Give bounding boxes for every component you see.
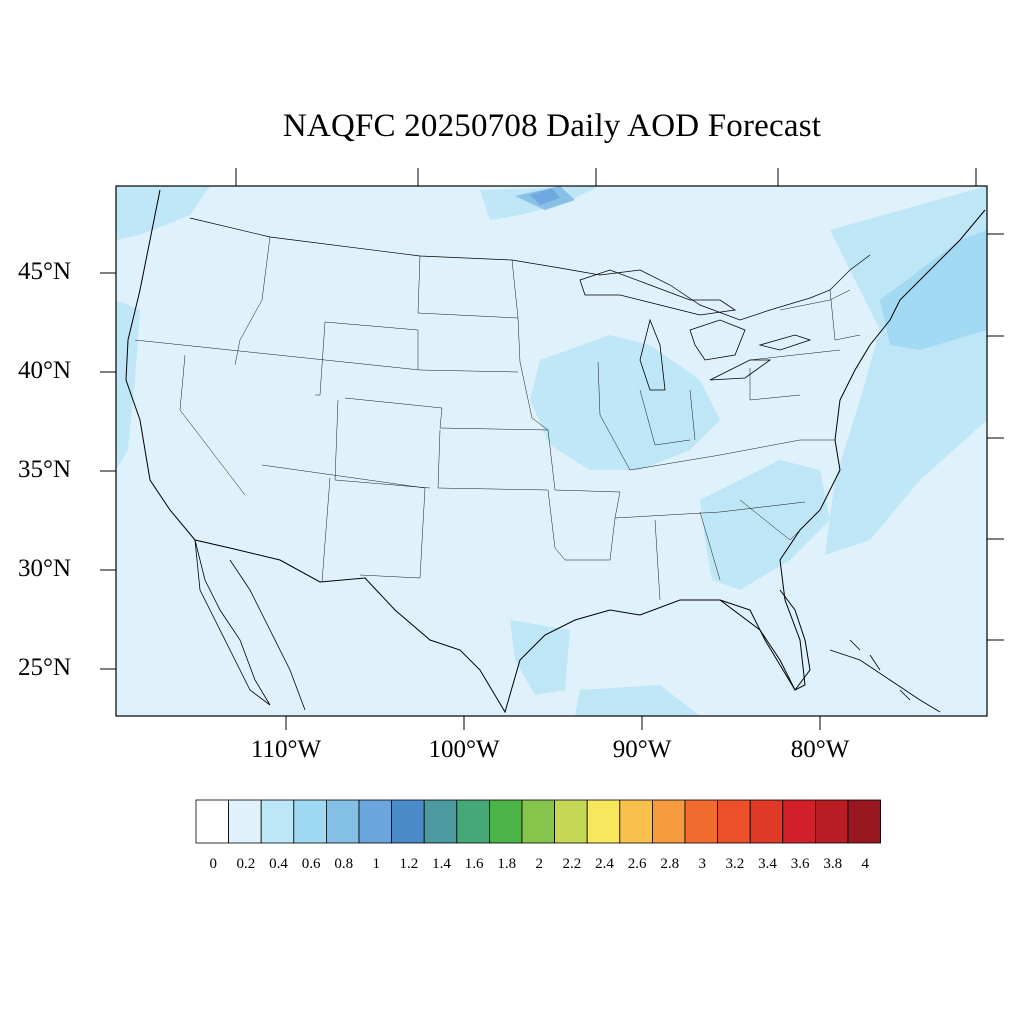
colorbar-tick-label: 0.8 — [334, 856, 354, 872]
colorbar-tick-label: 4 — [861, 856, 870, 872]
colorbar-tick-label: 0.6 — [301, 856, 321, 872]
lat-label-45: 45°N — [18, 258, 72, 285]
lat-label-30: 30°N — [18, 555, 72, 582]
colorbar-tick-label: 0.2 — [236, 856, 256, 872]
colorbar — [195, 799, 881, 844]
colorbar-swatch — [619, 799, 653, 844]
map-title: NAQFC 20250708 Daily AOD Forecast — [282, 108, 822, 144]
baja-california — [194, 539, 271, 706]
colorbar-swatch — [456, 799, 490, 844]
great-lakes — [579, 269, 812, 391]
lat-label-35: 35°N — [18, 456, 72, 483]
colorbar-tick-label: 2.8 — [660, 856, 680, 872]
colorbar-swatch — [325, 799, 360, 844]
colorbar-swatch — [749, 799, 784, 844]
colorbar-tick-label: 2.2 — [562, 856, 582, 872]
colorbar-tick-label: 2.4 — [595, 856, 614, 872]
aod-patch-northwest — [116, 186, 210, 240]
colorbar-tick-label: 3.6 — [790, 856, 810, 872]
lon-label-80: 80°W — [790, 736, 850, 763]
colorbar-swatch — [815, 799, 849, 844]
aod-contours — [116, 186, 987, 716]
colorbar-swatch — [652, 799, 686, 844]
aod-patch-gulf-west — [510, 620, 570, 695]
lon-label-90: 90°W — [612, 736, 672, 763]
colorbar-swatch — [228, 799, 262, 844]
colorbar-swatch — [195, 799, 229, 844]
aod-patch-atlantic-dense — [880, 230, 987, 350]
colorbar-tick-label: 1.2 — [399, 856, 419, 872]
lon-label-110: 110°W — [250, 736, 322, 763]
colorbar-swatch — [521, 799, 555, 844]
colorbar-tick-label: 2.6 — [627, 856, 647, 872]
lon-label-100: 100°W — [428, 736, 500, 763]
colorbar-swatch — [358, 799, 392, 844]
florida — [719, 589, 811, 691]
bahamas — [849, 639, 911, 701]
colorbar-swatch — [847, 799, 881, 844]
colorbar-swatch — [423, 799, 458, 844]
colorbar-tick-label: 3.8 — [823, 856, 843, 872]
colorbar-tick-label: 3.4 — [758, 856, 777, 872]
colorbar-tick-label: 3.2 — [725, 856, 745, 872]
colorbar-tick-label: 2 — [535, 856, 544, 872]
map-ticks — [100, 168, 1004, 730]
lat-label-25: 25°N — [18, 654, 72, 681]
state-borders — [134, 236, 861, 601]
aod-patch-gulf-south — [575, 685, 700, 716]
cuba — [829, 649, 941, 713]
map-frame — [115, 185, 988, 717]
colorbar-tick-label: 1.6 — [464, 856, 484, 872]
colorbar-swatch — [260, 799, 295, 844]
colorbar-swatch — [488, 799, 523, 844]
colorbar-tick-label: 1.4 — [432, 856, 451, 872]
colorbar-swatch — [554, 799, 588, 844]
mexico-coast — [229, 559, 306, 711]
us-outline — [125, 189, 986, 714]
colorbar-tick-label: 1 — [372, 856, 381, 872]
aod-patch-southeast — [700, 460, 830, 590]
colorbar-swatch — [586, 799, 621, 844]
colorbar-swatch — [293, 799, 327, 844]
aod-patch-north-peak — [530, 188, 560, 205]
colorbar-tick-label: 3 — [698, 856, 707, 872]
colorbar-swatch — [782, 799, 816, 844]
colorbar-swatch — [684, 799, 718, 844]
colorbar-tick-label: 0 — [209, 856, 218, 872]
colorbar-tick-label: 1.8 — [497, 856, 517, 872]
lat-label-40: 40°N — [18, 357, 72, 384]
colorbar-swatch — [391, 799, 425, 844]
colorbar-swatch — [717, 799, 751, 844]
aod-patch-midwest — [530, 335, 720, 470]
canada-border — [189, 217, 871, 321]
colorbar-tick-label: 0.4 — [269, 856, 288, 872]
